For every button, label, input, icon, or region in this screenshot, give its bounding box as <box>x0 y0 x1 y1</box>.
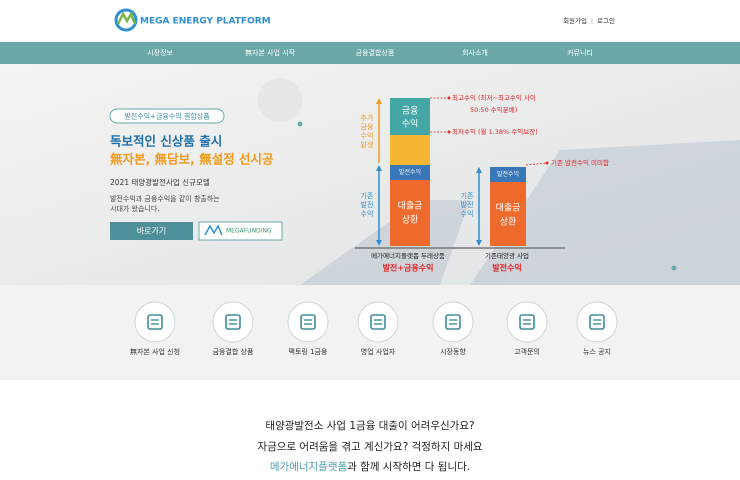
signup-link[interactable]: 회원가입 <box>563 16 587 25</box>
note: 최저수익 (월 1.38% 수익보장) <box>452 127 538 136</box>
service-item[interactable]: 無자본 사업 신청 <box>130 301 180 356</box>
bar-label: 금융 <box>402 106 419 117</box>
tag-text: 발전수익+금융수익 결합상품 <box>124 112 210 121</box>
description: 시대가 왔습니다. <box>110 204 160 213</box>
icon-glyph <box>519 314 535 330</box>
nav-item[interactable]: 커뮤니티 <box>567 48 593 57</box>
side-label: 추가 <box>361 113 374 122</box>
separator: | <box>591 17 593 25</box>
service-icon <box>212 301 254 343</box>
side-label: 금융 <box>361 123 374 131</box>
intro-line: 자금으로 어려움을 겪고 계신가요? 걱정하지 마세요 <box>257 440 482 453</box>
side-label: 수익 <box>461 210 474 218</box>
side-label: 발전 <box>461 200 474 209</box>
bar-label: 발전수익 <box>399 168 421 176</box>
cta-button[interactable] <box>110 222 193 240</box>
service-icon <box>432 301 474 343</box>
side-label: 발생 <box>361 140 374 149</box>
nav-item[interactable]: 금융결합상품 <box>356 48 395 57</box>
intro-rest: 과 함께 시작하면 다 됩니다. <box>347 460 470 473</box>
service-item[interactable]: 팩토링 1금융 <box>287 301 329 356</box>
bar-label: 수익 <box>402 118 419 130</box>
finance-segment <box>390 98 430 135</box>
service-label: 뉴스 공지 <box>583 347 611 356</box>
loan-segment <box>390 180 430 246</box>
service-item[interactable]: 고객문의 <box>506 301 548 356</box>
min-segment <box>390 135 430 165</box>
service-item[interactable]: 영업 사업자 <box>357 301 399 356</box>
deco-dot <box>297 121 303 127</box>
service-label: 고객문의 <box>514 347 540 356</box>
bar-label: 대출금 <box>496 203 521 214</box>
service-icon <box>134 301 176 343</box>
nav-item[interactable]: 시장정보 <box>147 48 173 57</box>
service-icon <box>506 301 548 343</box>
service-label: 시장동향 <box>440 347 466 356</box>
model: 2021 태양광발전사업 신규모델 <box>110 177 210 187</box>
side-label: 수익 <box>361 210 374 218</box>
side-label: 수익 <box>361 132 374 140</box>
diagram: 금융 수익 발전수익 대출금 상환 발전수익 대출금 상환 추가 금융 수익 발… <box>355 93 609 273</box>
caption: 메가에너지플랫폼 두레상품 <box>371 251 445 260</box>
intro-line: 태양광발전소 사업 1금융 대출이 어려우신가요? <box>265 419 474 432</box>
partner-button[interactable] <box>198 221 283 241</box>
intro-line: 메가에너지플랫폼과 함께 시작하면 다 됩니다. <box>270 460 470 473</box>
result: 발전수익 <box>492 263 521 273</box>
headline: 독보적인 신상품 출시 <box>110 134 222 149</box>
service-label: 금융결합 상품 <box>213 347 254 356</box>
service-icon <box>357 301 399 343</box>
icon-glyph <box>300 314 316 330</box>
icon-glyph <box>589 314 605 330</box>
side-label: 기존 <box>461 191 474 200</box>
login-link[interactable]: 로그인 <box>597 16 615 25</box>
nav-bar <box>0 42 740 64</box>
nav-item[interactable]: 無자본 사업 시작 <box>245 48 296 57</box>
power-segment <box>390 165 430 180</box>
bar-label: 상환 <box>500 216 517 228</box>
subheadline: 無자본, 無담보, 無설정 선시공 <box>110 152 274 167</box>
service-label: 無자본 사업 신청 <box>130 347 180 356</box>
icon-glyph <box>225 314 241 330</box>
power-segment <box>490 167 526 182</box>
intro-highlight: 메가에너지플랫폼 <box>270 461 348 473</box>
partner-text: MEGAFUNDING <box>226 228 272 235</box>
service-icon <box>576 301 618 343</box>
logo-text: MEGA ENERGY PLATFORM <box>140 17 271 27</box>
service-item[interactable]: 뉴스 공지 <box>576 301 618 356</box>
note: 최고수익 (최저~최고수익 사이 <box>452 93 536 102</box>
result: 발전+금융수익 <box>383 263 434 273</box>
tag <box>109 108 225 124</box>
side-label: 기존 <box>361 191 374 200</box>
deco-circle <box>258 78 302 122</box>
note: 기존 발전수익 미미함 <box>551 158 609 167</box>
service-icon <box>287 301 329 343</box>
description: 발전수익과 금융수익을 같이 창출하는 <box>110 194 220 203</box>
service-item[interactable]: 시장동향 <box>432 301 474 356</box>
service-label: 영업 사업자 <box>361 347 396 356</box>
bar-label: 상환 <box>402 214 419 226</box>
note: 50:50 수익분배) <box>470 105 517 114</box>
nav-item[interactable]: 회사소개 <box>462 48 488 57</box>
caption: 기존태양광 사업 <box>485 251 529 260</box>
loan-segment <box>490 182 526 246</box>
icon-glyph <box>445 314 461 330</box>
icon-glyph <box>147 314 163 330</box>
deco-dot <box>671 265 677 271</box>
bar-label: 대출금 <box>398 201 423 212</box>
cta-text: 바로가기 <box>137 226 166 236</box>
logo[interactable]: MEGA ENERGY PLATFORM <box>114 8 271 32</box>
service-label: 팩토링 1금융 <box>289 347 328 356</box>
icon-glyph <box>370 314 386 330</box>
service-item[interactable]: 금융결합 상품 <box>212 301 254 356</box>
note-lines <box>430 97 547 166</box>
side-label: 발전 <box>361 200 374 209</box>
bar-label: 발전수익 <box>497 170 519 178</box>
arrows <box>376 98 482 246</box>
